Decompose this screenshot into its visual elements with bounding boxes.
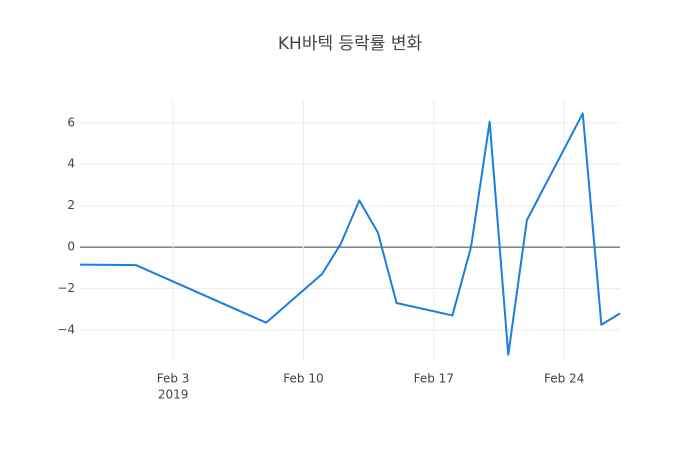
y-tick-label: 6 <box>67 115 75 129</box>
x-year-label: 2019 <box>158 388 189 402</box>
x-tick-label: Feb 10 <box>283 372 323 386</box>
data-line <box>79 112 621 356</box>
x-tick-label: Feb 17 <box>414 372 454 386</box>
x-tick-label: Feb 24 <box>544 372 584 386</box>
y-tick-label: 0 <box>67 240 75 254</box>
y-tick-label: 4 <box>67 157 75 171</box>
y-tick-label: −4 <box>57 322 75 336</box>
y-tick-label: 2 <box>67 198 75 212</box>
x-tick-label: Feb 3 <box>157 372 190 386</box>
y-tick-label: −2 <box>57 281 75 295</box>
chart-title: KH바텍 등락률 변화 <box>278 34 423 54</box>
